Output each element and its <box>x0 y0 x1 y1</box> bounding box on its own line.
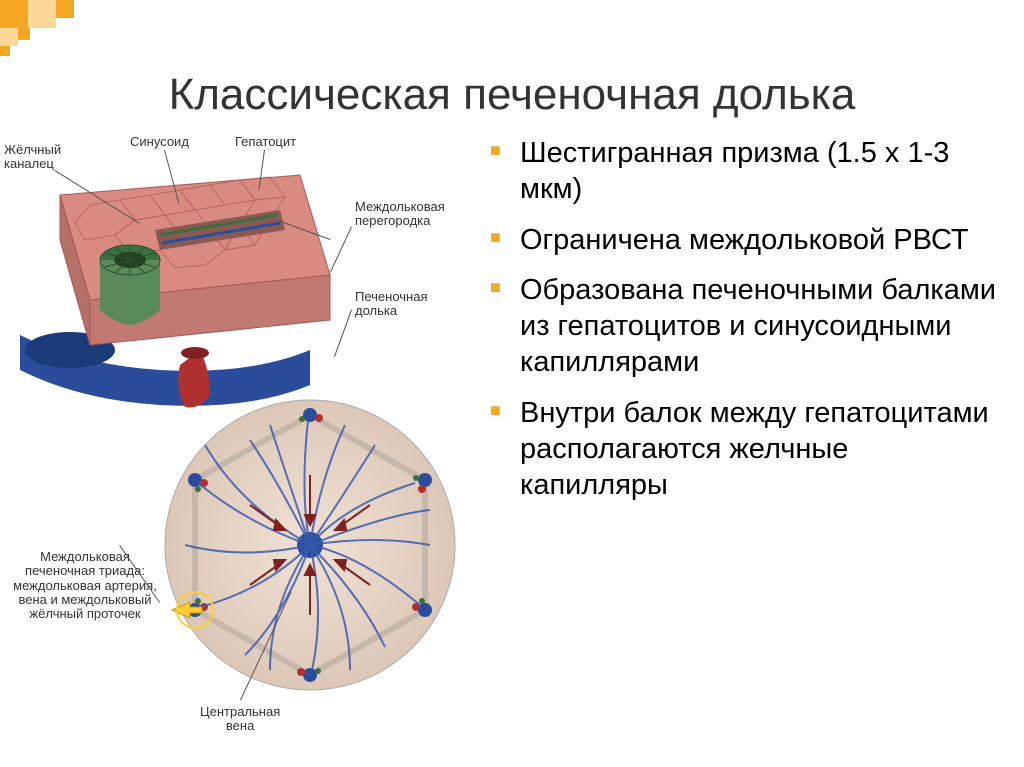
content-area: Жёлчныйканалец Синусоид Гепатоцит Междол… <box>0 135 1024 757</box>
list-item: Внутри балок между гепатоцитами располаг… <box>490 395 1004 504</box>
text-column: Шестигранная призма (1.5 х 1-3 мкм) Огра… <box>480 135 1024 757</box>
list-item: Шестигранная призма (1.5 х 1-3 мкм) <box>490 135 1004 208</box>
label-hepatic-lobule: Печеночнаядолька <box>355 290 428 319</box>
diagram-column: Жёлчныйканалец Синусоид Гепатоцит Междол… <box>0 135 480 757</box>
list-item: Образована печеночными балками из гепато… <box>490 272 1004 381</box>
label-triad: Междольковаяпеченочная триада:междольков… <box>10 550 160 621</box>
liver-lobule-diagram: Жёлчныйканалец Синусоид Гепатоцит Междол… <box>0 135 470 735</box>
slide-decoration <box>0 0 1024 50</box>
lobule-cross-section <box>150 385 470 705</box>
list-item: Ограничена междольковой РВСТ <box>490 222 1004 258</box>
label-hepatocyte: Гепатоцит <box>235 135 296 149</box>
bullet-list: Шестигранная призма (1.5 х 1-3 мкм) Огра… <box>490 135 1004 503</box>
page-title: Классическая печеночная долька <box>40 70 984 120</box>
label-central-vein: Центральнаявена <box>200 705 280 734</box>
label-bile-canaliculus: Жёлчныйканалец <box>4 143 61 172</box>
label-sinusoid: Синусоид <box>130 135 189 149</box>
label-interlobular-septum: Междольковаяперегородка <box>355 200 445 229</box>
